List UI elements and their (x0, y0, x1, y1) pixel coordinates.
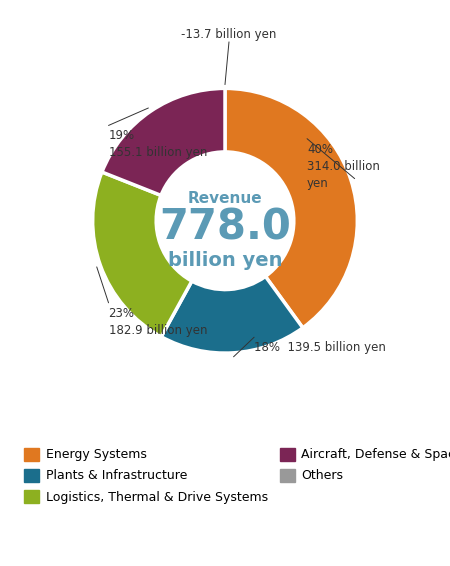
Legend: Energy Systems, Plants & Infrastructure, Logistics, Thermal & Drive Systems, Air: Energy Systems, Plants & Infrastructure,… (24, 448, 450, 504)
Text: billion yen: billion yen (168, 251, 282, 270)
Text: 40%
314.0 billion
yen: 40% 314.0 billion yen (307, 143, 380, 190)
Wedge shape (225, 88, 357, 328)
Text: Revenue: Revenue (188, 191, 262, 205)
Wedge shape (102, 88, 225, 195)
Wedge shape (161, 276, 303, 353)
Text: 19%
155.1 billion yen: 19% 155.1 billion yen (108, 130, 207, 160)
Text: 23%
182.9 billion yen: 23% 182.9 billion yen (108, 307, 207, 337)
Text: -13.7 billion yen: -13.7 billion yen (181, 28, 277, 41)
Text: 18%  139.5 billion yen: 18% 139.5 billion yen (254, 341, 386, 354)
Wedge shape (93, 172, 192, 337)
Text: 778.0: 778.0 (159, 207, 291, 248)
